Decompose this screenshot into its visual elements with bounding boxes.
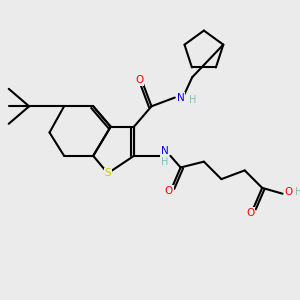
Text: O: O	[284, 187, 292, 197]
Text: N: N	[177, 93, 184, 103]
Text: O: O	[136, 75, 144, 85]
Text: H: H	[189, 95, 196, 106]
Text: H: H	[295, 187, 300, 197]
Text: O: O	[246, 208, 255, 218]
Text: O: O	[165, 186, 173, 196]
Text: H: H	[161, 157, 168, 167]
Text: S: S	[104, 168, 111, 178]
Text: N: N	[161, 146, 169, 157]
